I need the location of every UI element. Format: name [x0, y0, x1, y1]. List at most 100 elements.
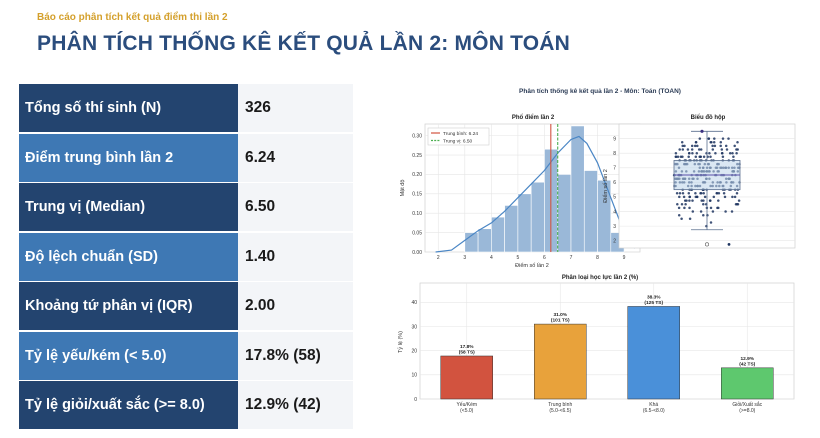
- kde-curve: [435, 135, 636, 253]
- score-point: [735, 151, 738, 155]
- score-point: [683, 206, 686, 210]
- score-point: [694, 192, 697, 195]
- score-point: [688, 195, 691, 199]
- hist-ytick-label: 0.05: [412, 230, 422, 236]
- score-point: [676, 202, 679, 206]
- bar-count-label: (101 TS): [551, 318, 570, 324]
- score-point: [724, 144, 728, 148]
- score-point: [707, 137, 711, 140]
- bar-percent-label: 31.0%: [553, 312, 567, 318]
- histogram-bar: [477, 228, 492, 253]
- category-bar: [534, 323, 587, 400]
- stat-value: 6.24: [238, 133, 353, 182]
- score-point: [703, 195, 707, 199]
- category-bar: [440, 355, 493, 400]
- stat-label: Trung vị (Median): [19, 183, 238, 231]
- hist-xtick-label: 8: [596, 255, 599, 261]
- score-point: [702, 202, 705, 206]
- score-point: [681, 155, 684, 159]
- analysis-figure: Phân tích thống kê kết quả lần 2 - Môn: …: [382, 76, 812, 438]
- stat-value: 12.9% (42): [238, 381, 353, 429]
- stat-row-iqr: Khoảng tứ phân vị (IQR) 2.00: [19, 282, 353, 330]
- score-point: [702, 192, 705, 195]
- score-point: [690, 148, 694, 151]
- score-point: [694, 155, 698, 159]
- cat-xtick-range: (6.5-<8.0): [643, 408, 665, 414]
- score-point: [712, 195, 716, 199]
- score-point: [731, 151, 734, 155]
- box-ytick-label: 8: [613, 151, 616, 157]
- score-point: [690, 144, 694, 148]
- boxplot-ylabel: Điểm số lần 2: [602, 169, 609, 203]
- score-point: [680, 217, 683, 221]
- legend-median-label: Trung vị: 6.50: [443, 139, 472, 145]
- score-point: [687, 192, 691, 195]
- score-point: [708, 199, 712, 202]
- cat-xtick-range: (5.0-<6.5): [549, 408, 571, 414]
- score-point: [675, 192, 679, 195]
- histogram-bar: [530, 181, 545, 253]
- stat-label: Tỷ lệ giỏi/xuất sắc (>= 8.0): [19, 381, 238, 429]
- whisker-top-point: [700, 129, 704, 133]
- boxplot-chart: Biểu đồ hộp 2 3 4 5 6 7 8 9 Điểm số lần 2: [602, 114, 796, 249]
- hist-xtick-label: 4: [490, 255, 493, 261]
- score-point: [709, 155, 712, 159]
- cat-xtick-range: (<5.0): [460, 408, 474, 414]
- score-point: [721, 155, 725, 159]
- histogram-bar: [570, 125, 585, 253]
- score-point: [681, 148, 685, 151]
- score-point: [711, 148, 715, 151]
- box-ytick-label: 3: [613, 224, 616, 230]
- hist-xtick-label: 6: [543, 255, 546, 261]
- score-point: [696, 144, 699, 148]
- score-point: [683, 199, 687, 202]
- score-point: [709, 206, 713, 210]
- score-point: [697, 148, 701, 151]
- score-point: [699, 210, 703, 213]
- score-point: [732, 155, 735, 159]
- score-point: [717, 206, 720, 210]
- histogram-bar: [517, 193, 532, 253]
- outlier-marker: [704, 242, 709, 247]
- stat-value: 2.00: [238, 282, 353, 330]
- score-point: [686, 148, 690, 151]
- score-point: [676, 155, 680, 159]
- cat-ytick-label: 10: [411, 373, 417, 379]
- score-point: [695, 195, 699, 199]
- cat-xtick-name: Giỏi/Xuất sắc: [732, 401, 762, 408]
- box-ytick-label: 4: [613, 209, 616, 215]
- score-point: [678, 148, 681, 151]
- score-point: [691, 151, 694, 155]
- score-point: [688, 199, 691, 202]
- score-point: [698, 137, 702, 140]
- score-point: [735, 202, 739, 206]
- stat-row-sd: Độ lệch chuẩn (SD) 1.40: [19, 232, 353, 281]
- category-bar: [721, 367, 774, 400]
- score-point: [727, 137, 730, 140]
- stats-table: Tổng số thí sinh (N) 326 Điểm trung bình…: [19, 84, 353, 431]
- score-point: [677, 206, 681, 210]
- boxplot-title: Biểu đồ hộp: [691, 114, 726, 121]
- stat-label: Độ lệch chuẩn (SD): [19, 232, 238, 281]
- stat-row-total: Tổng số thí sinh (N) 326: [19, 84, 353, 132]
- stat-value: 17.8% (58): [238, 331, 353, 380]
- histogram-bar: [491, 216, 505, 253]
- score-point: [687, 155, 690, 159]
- score-point: [698, 155, 701, 159]
- score-point: [699, 192, 703, 195]
- score-point: [684, 202, 687, 206]
- analysis-figure-svg: Phân tích thống kê kết quả lần 2 - Môn: …: [397, 86, 796, 414]
- score-point: [680, 202, 684, 206]
- score-point: [674, 151, 678, 155]
- score-point: [708, 151, 711, 155]
- hist-xtick-label: 9: [623, 255, 626, 261]
- score-point: [691, 210, 695, 213]
- hist-ytick-label: 0.25: [412, 153, 422, 159]
- stat-label: Khoảng tứ phân vị (IQR): [19, 282, 238, 330]
- score-point: [682, 195, 686, 199]
- hist-ytick-label: 0.20: [412, 172, 422, 178]
- score-point: [731, 195, 734, 199]
- bar-percent-label: 12.9%: [740, 356, 754, 362]
- score-point: [706, 213, 709, 217]
- hist-xtick-label: 7: [570, 255, 573, 261]
